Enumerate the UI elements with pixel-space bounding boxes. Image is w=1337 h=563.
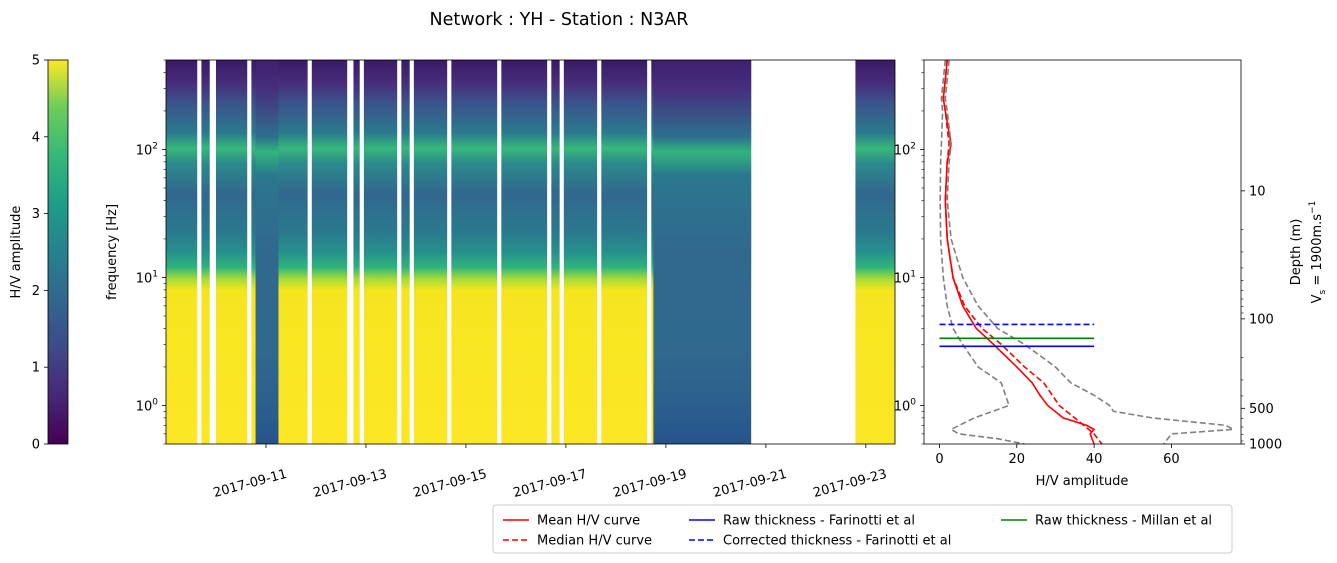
spectrogram-y-tick-label: 102 — [136, 141, 158, 158]
spectrogram-x-tick-label: 2017-09-13 — [312, 467, 389, 501]
data-gap — [209, 60, 216, 444]
data-gap — [197, 60, 202, 444]
depth-tick-label: 500 — [1249, 402, 1274, 417]
legend-item: Mean H/V curve — [503, 514, 640, 529]
data-gap — [547, 60, 552, 444]
spectrogram-x-tick-label: 2017-09-21 — [712, 467, 789, 501]
spectrogram-x-ticks: 2017-09-11 2017-09-13 2017-09-15 2017-09-17… — [212, 444, 889, 501]
profile-x-ticks: 0 20 40 60 — [935, 444, 1180, 467]
spectrogram-y-ticks: 100 101 102 — [136, 59, 166, 445]
spectrogram-x-tick-label: 2017-09-19 — [612, 467, 689, 501]
spectrogram-panel: 100 101 102 2017-09-11 2017-09-13 2017-09-15… — [105, 59, 896, 501]
colorbar-label: H/V amplitude — [9, 206, 24, 299]
profile-line-mean-h-v-curve — [942, 60, 1096, 444]
colorbar-gradient — [47, 59, 69, 445]
depth-label: Depth (m) — [1289, 219, 1304, 286]
legend-item: Raw thickness - Millan et al — [1001, 514, 1212, 529]
colorbar-ticks: 0 1 2 3 4 5 — [32, 54, 48, 453]
profile-x-tick-label: 20 — [1009, 452, 1026, 467]
colorbar-tick-label: 0 — [32, 438, 40, 453]
spectrogram-frame — [165, 59, 896, 445]
profile-x-tick-label: 40 — [1086, 452, 1103, 467]
data-gap — [497, 60, 502, 444]
velocity-label: Vs = 1900m.s−1 — [1308, 201, 1328, 304]
depth-tick-label: 10 — [1249, 184, 1266, 199]
depth-ticks: 10 100 500 1000 — [1241, 184, 1282, 453]
legend-label: Raw thickness - Millan et al — [1035, 514, 1212, 529]
profile-xlabel: H/V amplitude — [1036, 474, 1129, 489]
legend-item: Raw thickness - Farinotti et al — [689, 514, 915, 529]
depth-tick-label: 1000 — [1249, 438, 1282, 453]
profile-line-median-h-v-curve — [942, 60, 1103, 444]
low-amplitude-periods — [255, 60, 752, 444]
data-gap — [397, 60, 402, 444]
legend-item: Median H/V curve — [503, 534, 652, 549]
spectrogram-ylabel: frequency [Hz] — [105, 204, 120, 300]
colorbar-tick-label: 5 — [32, 54, 40, 69]
legend: Mean H/V curve Median H/V curve Raw thickn… — [492, 504, 1233, 554]
data-gap — [347, 60, 354, 444]
profile-frame — [923, 59, 1242, 445]
profile-y-tick-label: 100 — [894, 397, 917, 414]
profile-lines — [939, 60, 1237, 444]
low-amplitude-period — [653, 60, 752, 444]
colorbar-tick-label: 2 — [32, 284, 40, 299]
legend-label: Mean H/V curve — [537, 514, 640, 529]
legend-item: Corrected thickness - Farinotti et al — [689, 534, 951, 549]
legend-label: Median H/V curve — [537, 534, 652, 549]
data-gap — [559, 60, 564, 444]
data-gaps — [197, 60, 856, 444]
spectrogram-x-tick-label: 2017-09-23 — [812, 467, 889, 501]
data-gap — [247, 60, 252, 444]
data-gap — [307, 60, 312, 444]
legend-label: Corrected thickness - Farinotti et al — [723, 534, 951, 549]
spectrogram-x-tick-label: 2017-09-15 — [412, 467, 489, 501]
data-gap — [409, 60, 414, 444]
data-gap — [647, 60, 652, 444]
spectrogram-y-tick-label: 101 — [136, 269, 158, 286]
colorbar-tick-label: 4 — [32, 130, 40, 145]
legend-label: Raw thickness - Farinotti et al — [723, 514, 915, 529]
spectrogram-x-tick-label: 2017-09-11 — [212, 467, 289, 501]
profile-x-tick-label: 60 — [1163, 452, 1180, 467]
profile-y-tick-label: 101 — [894, 269, 916, 286]
profile-y-ticks: 100 101 102 — [894, 59, 924, 445]
low-amplitude-period — [255, 60, 279, 444]
spectrogram-x-tick-label: 2017-09-17 — [512, 467, 589, 501]
profile-y-tick-label: 102 — [894, 141, 916, 158]
legend-box — [492, 504, 1233, 554]
depth-tick-label: 100 — [1249, 312, 1274, 327]
data-gap — [359, 60, 364, 444]
colorbar: 0 1 2 3 4 5 H/V amplitude — [9, 54, 69, 453]
colorbar-tick-label: 3 — [32, 207, 40, 222]
data-gap — [447, 60, 452, 444]
profile-x-tick-label: 0 — [935, 452, 943, 467]
figure-title: Network : YH - Station : N3AR — [430, 10, 689, 30]
profile-line-percentile — [944, 60, 1237, 444]
colorbar-tick-label: 1 — [32, 361, 40, 376]
data-gap — [751, 60, 856, 444]
spectrogram-y-tick-label: 100 — [136, 397, 159, 414]
profile-line-percentile — [939, 60, 1025, 444]
data-gap — [597, 60, 602, 444]
profile-panel: 100 101 102 0 20 40 60 10 100 500 1000 H/V ampli… — [894, 59, 1328, 489]
